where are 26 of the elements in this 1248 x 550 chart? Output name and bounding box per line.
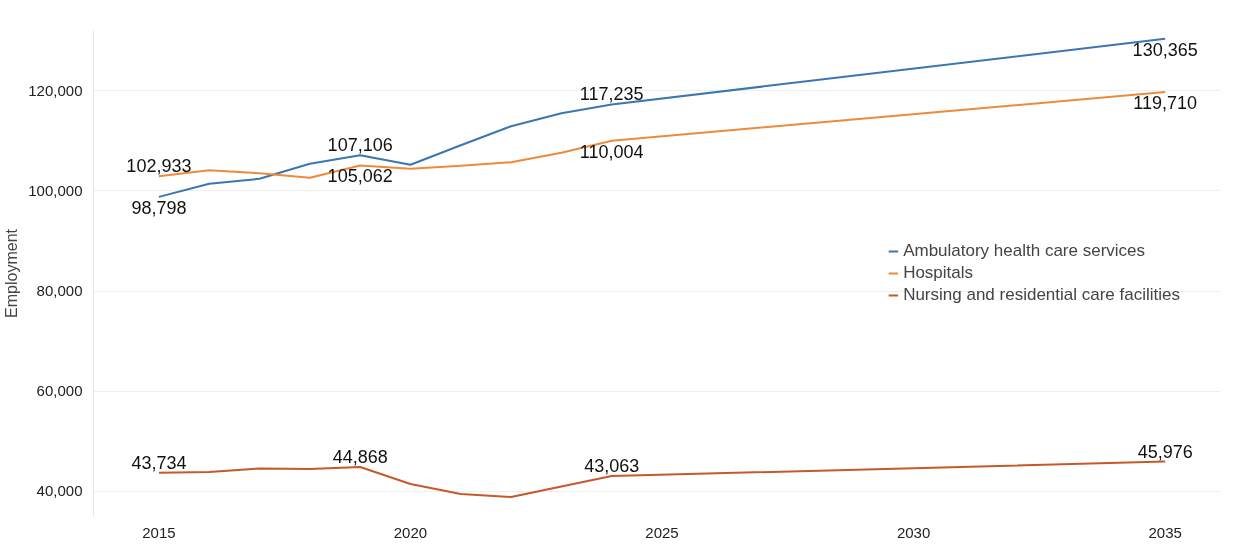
data-label: 107,106 <box>327 135 393 156</box>
data-label: 44,868 <box>332 447 388 468</box>
y-axis-title: Employment <box>3 228 21 318</box>
data-label: 130,365 <box>1132 39 1198 60</box>
x-tick-label: 2035 <box>1148 523 1182 541</box>
y-tick-label: 100,000 <box>28 181 83 199</box>
data-label: 105,062 <box>327 166 393 187</box>
x-tick-label: 2025 <box>645 523 679 541</box>
legend-label: Nursing and residential care facilities <box>903 285 1180 305</box>
y-tick-label: 40,000 <box>36 482 83 500</box>
data-label: 43,063 <box>584 456 640 477</box>
data-label: 110,004 <box>579 141 644 162</box>
data-label: 119,710 <box>1133 93 1198 114</box>
data-label: 43,734 <box>131 452 187 473</box>
y-tick-label: 80,000 <box>36 282 83 300</box>
data-label: 98,798 <box>131 197 187 218</box>
data-label: 45,976 <box>1137 441 1193 462</box>
data-label: 117,235 <box>579 84 644 105</box>
y-tick-label: 60,000 <box>36 382 83 400</box>
legend-label: Hospitals <box>903 263 974 283</box>
data-label: 102,933 <box>126 156 192 177</box>
x-tick-label: 2030 <box>896 523 931 541</box>
x-tick-label: 2015 <box>142 523 176 541</box>
x-tick-label: 2020 <box>393 523 428 541</box>
y-tick-label: 120,000 <box>28 81 83 99</box>
legend-label: Ambulatory health care services <box>903 241 1146 261</box>
